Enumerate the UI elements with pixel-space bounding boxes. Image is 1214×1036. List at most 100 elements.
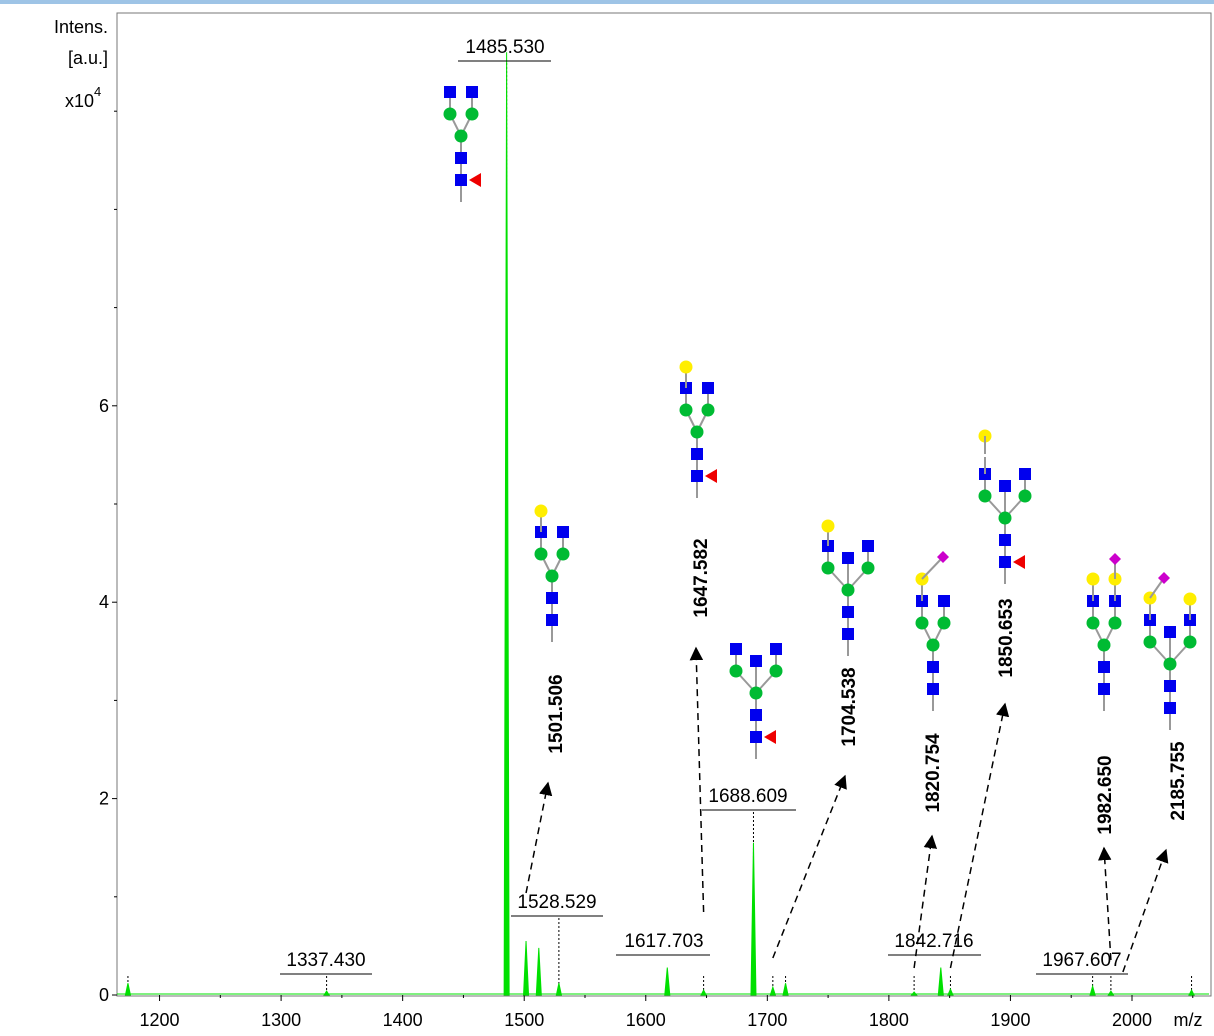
spectrum-peak [782,983,789,996]
glcnac-icon [1164,626,1176,638]
spectrum-peak [769,985,777,996]
y-tick-label: 0 [99,985,109,1005]
mannose-icon [443,107,457,121]
glcnac-icon [1098,661,1110,673]
spectrum-peak [750,842,757,996]
spectrum-peak [503,52,510,996]
glcnac-icon [1098,683,1110,695]
galactose-icon [534,504,548,518]
assignment-label: 1501.506 [546,674,567,753]
y-tick-label: 2 [99,789,109,809]
glcnac-icon [1164,702,1176,714]
mannose-icon [454,129,468,143]
spectrum-peak [937,967,944,996]
glycan-bond [921,556,944,580]
glcnac-icon [999,534,1011,546]
mannose-icon [861,561,875,575]
assignment-arrow [949,702,1010,969]
mannose-icon [690,425,704,439]
glcnac-icon [938,595,950,607]
mannose-icon [1163,657,1177,671]
glycan-structures [443,86,1197,759]
galactose-icon [821,519,835,533]
y-tick-label: 6 [99,396,109,416]
spectrum-peak [1107,990,1115,996]
glcnac-icon [691,470,703,482]
glcnac-icon [466,86,478,98]
fucose-icon [1013,555,1025,569]
y-tick-label: 4 [99,592,109,612]
peak-label: 1337.430 [286,950,365,971]
mannose-icon [465,107,479,121]
mannose-icon [937,616,951,630]
assignment-arrow [772,774,847,959]
glcnac-icon [927,661,939,673]
spectrum-peak [1089,984,1096,996]
glcnac-icon [691,448,703,460]
plot-area [116,12,1212,997]
glcnac-icon [546,614,558,626]
mannose-icon [556,547,570,561]
spectrum-peak [1188,988,1195,996]
sialic-acid-icon [937,551,949,563]
glcnac-icon [730,643,742,655]
glcnac-icon [999,556,1011,568]
mannose-icon [701,403,715,417]
assignment-arrow [689,646,705,913]
mannose-icon [1086,616,1100,630]
glcnac-icon [546,592,558,604]
mannose-icon [749,686,763,700]
assignment-label: 1647.582 [691,538,712,617]
peak-label: 1617.703 [624,931,703,952]
mannose-icon [545,569,559,583]
sialic-acid-icon [1109,553,1121,565]
mannose-icon [821,561,835,575]
fucose-icon [705,469,717,483]
glcnac-icon [1019,468,1031,480]
glcnac-icon [455,152,467,164]
x-tick-label: 1500 [504,1010,544,1030]
mannose-icon [1108,616,1122,630]
y-axis-label-line: [a.u.] [68,48,108,68]
peak-labels: 1485.530 1337.430 1528.529 1617.703 1688.609… [280,37,1189,975]
spectrum-peak [523,940,530,996]
glcnac-icon [1164,680,1176,692]
fucose-icon [764,730,776,744]
glcnac-icon [999,480,1011,492]
peak-label: 1967.607 [1042,950,1121,971]
assignment-label: 1704.538 [839,667,860,746]
assignment-label: 1850.653 [996,598,1017,677]
spectrum-peak [555,983,563,996]
glcnac-icon [842,606,854,618]
mannose-icon [729,664,743,678]
assignment-arrow [913,834,938,969]
x-tick-label: 1200 [140,1010,180,1030]
galactose-icon [1086,572,1100,586]
glcnac-icon [842,552,854,564]
assignment-arrow [525,781,553,894]
y-axis-label: Intens. [a.u.] x10 4 [54,17,108,111]
x-tick-label: 1800 [869,1010,909,1030]
peak-label: 1528.529 [517,892,596,913]
mannose-icon [1097,638,1111,652]
y-axis-label-line: Intens. [54,17,108,37]
assignment-label: 1820.754 [923,733,944,813]
spectrum-peak [700,988,707,996]
glcnac-icon [750,731,762,743]
spectrum-peak [124,983,132,996]
assignment-arrow [1098,846,1112,961]
peak-label: 1485.530 [465,37,544,58]
assignment-arrow [1122,848,1169,973]
galactose-icon [1183,592,1197,606]
glcnac-icon [750,709,762,721]
spectrum-peak [910,991,918,996]
spectrum-peak [323,990,331,996]
spectrum-peak [664,967,671,996]
x-axis-label: m/z [1174,1010,1203,1030]
y-axis-exponent: 4 [94,84,101,99]
glcnac-icon [862,540,874,552]
spectrum-peak [535,947,542,996]
sialic-acid-icon [1158,572,1170,584]
glcnac-icon [455,174,467,186]
